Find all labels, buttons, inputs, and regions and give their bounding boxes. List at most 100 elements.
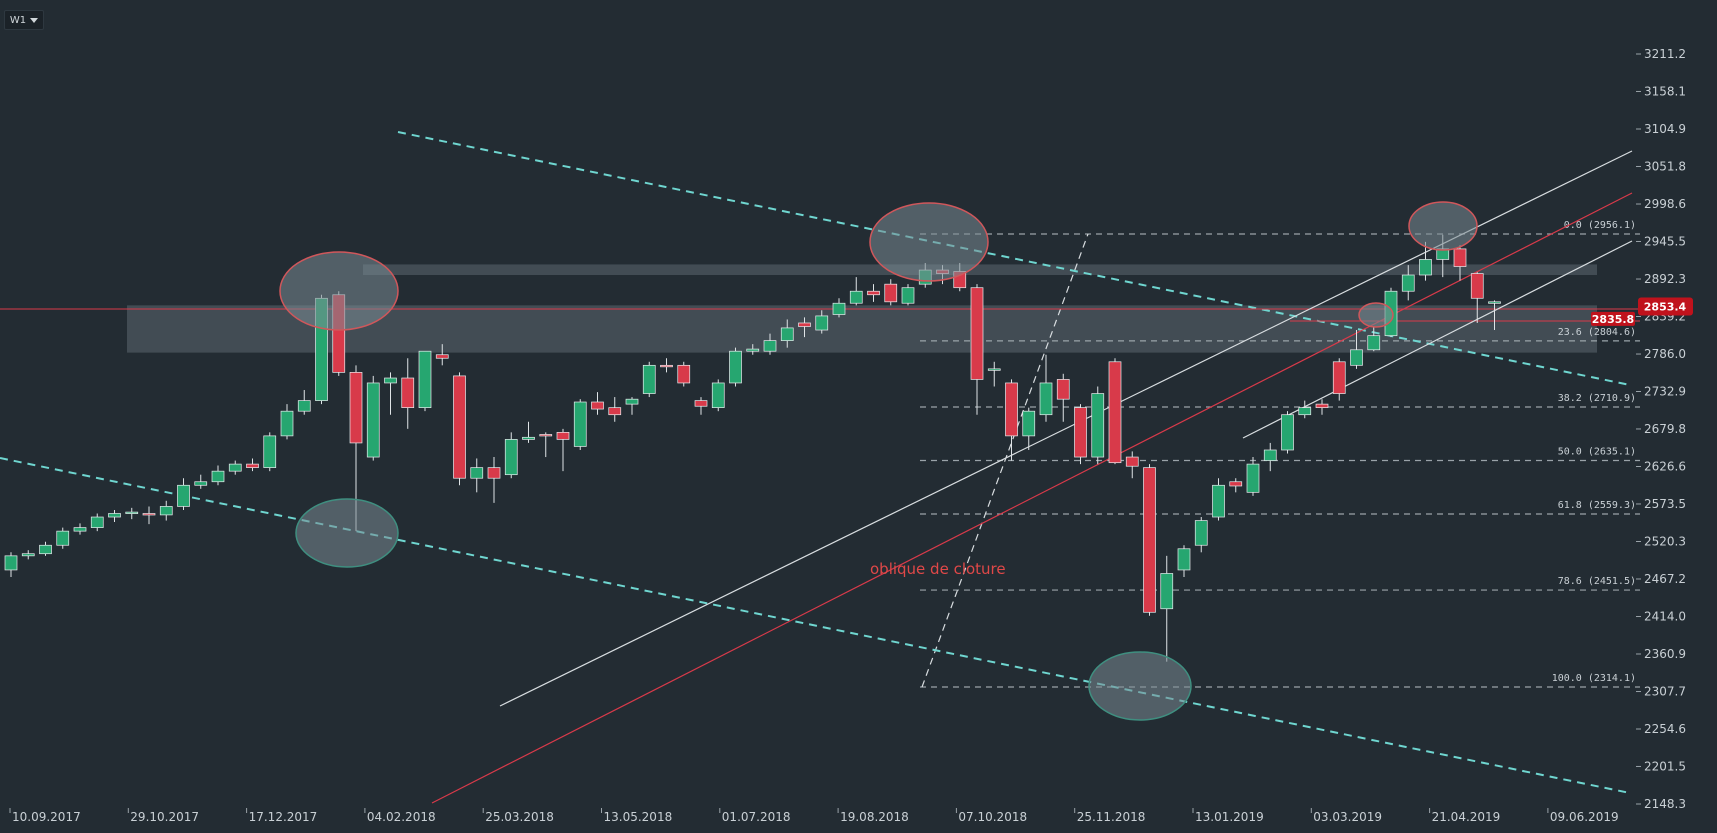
x-tick-label: 25.11.2018 (1077, 810, 1146, 824)
lower-trendline (0, 457, 1631, 794)
x-tick-label: 01.07.2018 (722, 810, 791, 824)
candle-body (1022, 410, 1036, 437)
candle-body (1332, 361, 1346, 394)
candle-body (729, 350, 742, 384)
candle-body (677, 364, 691, 384)
candle-body (763, 340, 777, 352)
candle-body (297, 400, 311, 412)
x-tick-label: 25.03.2018 (485, 810, 554, 824)
y-tick-label: 2573.5 (1644, 497, 1686, 511)
candle-body (694, 400, 708, 407)
candle-body (1246, 463, 1260, 493)
candle-body (815, 315, 829, 331)
y-tick-label: 2307.7 (1644, 685, 1686, 699)
candle-body (1229, 481, 1243, 487)
candles (4, 234, 1501, 662)
candle-body (4, 555, 18, 571)
candle-body (1367, 335, 1381, 351)
annotation-label: oblique de cloture (870, 560, 1006, 578)
candle-body (280, 410, 294, 437)
y-tick-label: 2892.3 (1644, 272, 1686, 286)
candle-body (435, 354, 449, 359)
oblique-closing-line (431, 192, 1633, 804)
candle-body (1212, 484, 1225, 518)
candle-body (159, 506, 173, 516)
y-tick-label: 3104.9 (1644, 122, 1686, 136)
candle-body (1091, 393, 1105, 458)
candle-body (1074, 407, 1087, 458)
highlight-circles (279, 201, 1478, 721)
candle-body (90, 516, 104, 528)
candle-body (487, 467, 501, 479)
y-tick-label: 2626.6 (1644, 460, 1686, 474)
marked-price-badge (1591, 311, 1635, 326)
y-tick-label: 2360.9 (1644, 647, 1686, 661)
candle-body (246, 463, 259, 468)
candle-body (556, 432, 570, 440)
x-tick-label: 21.04.2019 (1432, 810, 1501, 824)
y-axis: 3211.2 3158.1 3104.9 3051.8 2998.6 2945.5 2892… (1636, 47, 1686, 811)
candle-body (573, 401, 587, 447)
x-tick-label: 19.08.2018 (840, 810, 909, 824)
candle-body (228, 463, 242, 472)
candle-body (660, 364, 673, 368)
timeframe-selector[interactable]: W1 (4, 10, 44, 30)
candle-body (73, 527, 87, 532)
channel-lower-line (1242, 240, 1633, 439)
y-tick-label: 3051.8 (1644, 159, 1686, 173)
y-tick-label: 2254.6 (1644, 722, 1686, 736)
candle-body (125, 511, 139, 514)
candle-body (539, 434, 553, 437)
x-tick-label: 10.09.2017 (12, 810, 81, 824)
fib-level-label: 61.8 (2559.3) (1558, 500, 1636, 511)
candle-body (1108, 361, 1122, 464)
candle-body (849, 290, 863, 304)
y-tick-label: 2148.3 (1644, 797, 1686, 811)
candle-body (401, 377, 415, 409)
fib-level-label: 38.2 (2710.9) (1558, 393, 1636, 404)
x-tick-label: 07.10.2018 (958, 810, 1027, 824)
candle-body (1056, 379, 1070, 400)
y-tick-label: 2414.0 (1644, 610, 1686, 624)
candle-body (901, 287, 915, 304)
price-badges: 2853.4 2835.8 (1591, 297, 1693, 326)
candle-body (1298, 407, 1312, 416)
candle-body (884, 283, 898, 303)
fib-level-label: 100.0 (2314.1) (1552, 673, 1636, 684)
highlight-circle (1408, 201, 1478, 251)
trendlines (0, 131, 1640, 804)
highlight-circle (279, 251, 399, 331)
highlight-circle (295, 498, 399, 568)
x-tick-label: 03.03.2019 (1313, 810, 1382, 824)
candle-body (108, 513, 121, 518)
candle-body (591, 401, 604, 410)
candle-body (1194, 520, 1208, 546)
x-tick-label: 13.05.2018 (604, 810, 673, 824)
timeframe-label: W1 (9, 14, 27, 26)
chevron-down-icon (30, 17, 39, 23)
candle-body (1039, 382, 1053, 416)
candle-body (142, 513, 156, 516)
candle-body (1315, 403, 1329, 409)
candle-body (470, 467, 484, 479)
fib-anchor-line (921, 233, 1089, 688)
candle-body (746, 348, 760, 352)
highlight-circle (1358, 302, 1394, 328)
candle-body (1177, 548, 1191, 571)
candle-body (366, 382, 380, 458)
candle-body (194, 481, 208, 486)
fib-level-label: 78.6 (2451.5) (1558, 576, 1636, 587)
y-tick-label: 2467.2 (1644, 572, 1686, 586)
candle-body (1401, 274, 1415, 292)
y-tick-label: 2945.5 (1644, 234, 1686, 248)
candle-body (522, 436, 535, 440)
candle-body (1281, 414, 1294, 451)
resistance-zone-top (363, 264, 1597, 275)
candle-body (1160, 573, 1174, 610)
candle-body (418, 350, 432, 409)
marked-price-label: 2835.8 (1592, 313, 1634, 326)
candle-body (780, 327, 794, 341)
highlight-circle (869, 202, 989, 282)
y-tick-label: 2201.5 (1644, 759, 1686, 773)
